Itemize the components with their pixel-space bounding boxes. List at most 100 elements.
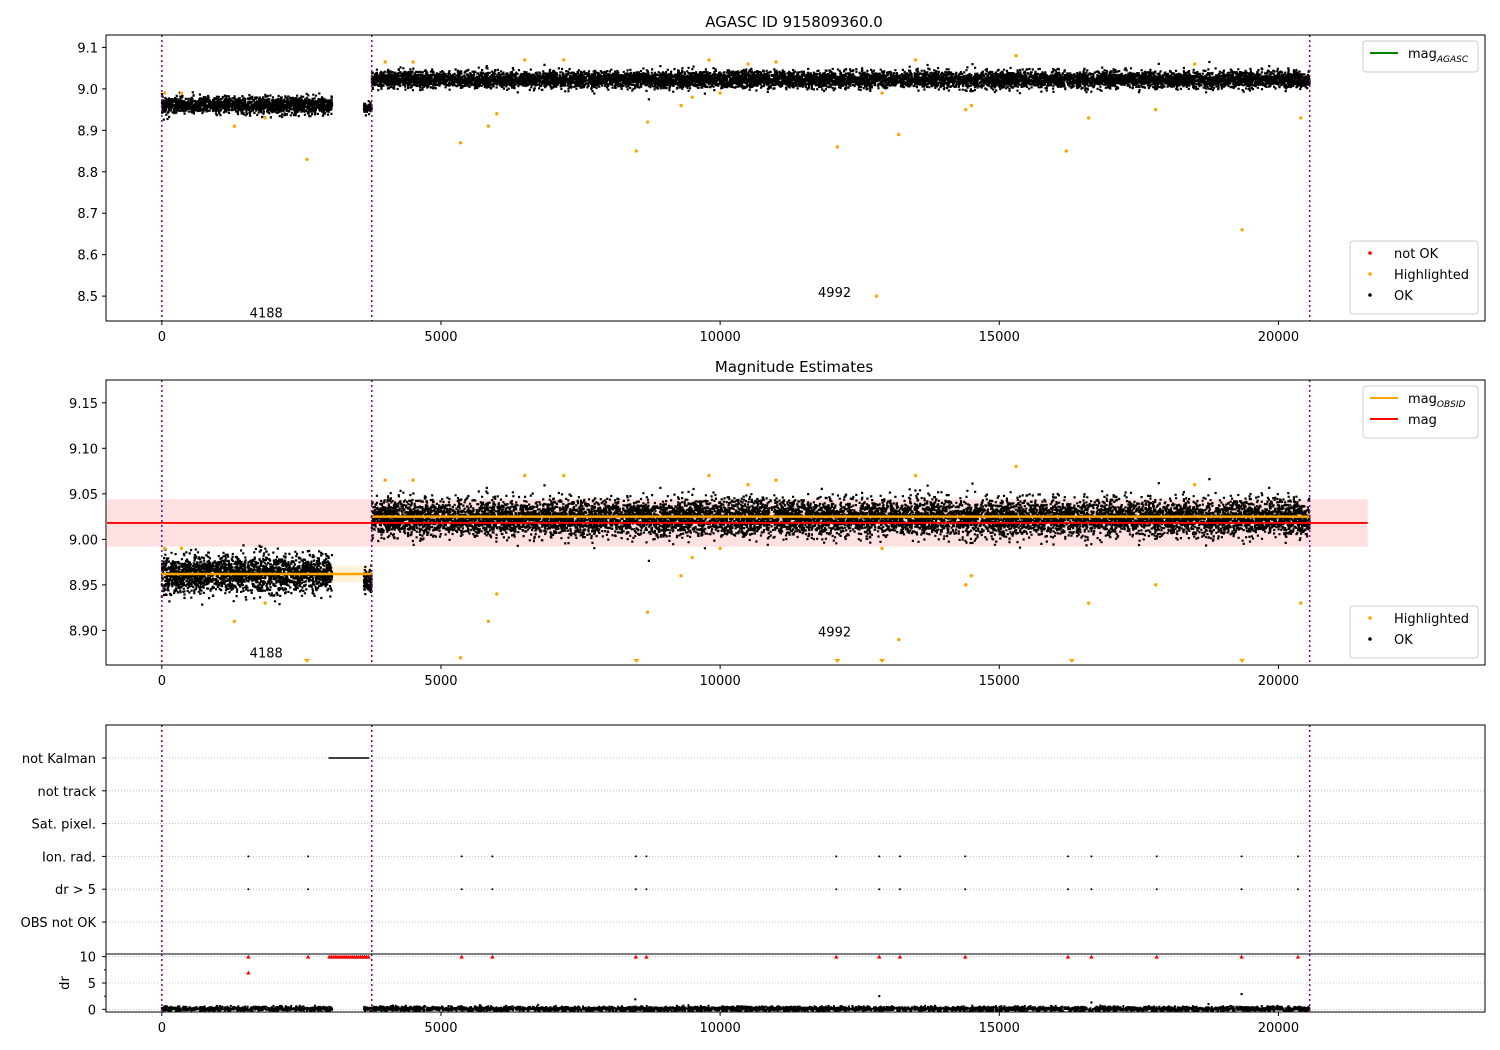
p1-highlighted-point: [707, 58, 711, 62]
p1-highlighted-point: [1299, 116, 1303, 120]
p1-ok-points: [362, 100, 373, 117]
estimates-plot-area: 4188 4992 0 5000 10000 15000 20000 8.90 8.95 9.00…: [69, 379, 1486, 689]
p1-highlighted-point: [897, 132, 901, 137]
p2-highlighted-point: [1086, 601, 1091, 605]
p4-clipped-marker: [366, 954, 371, 959]
p3-flag-point: [1066, 888, 1069, 891]
p1-ytick-label: 8.5: [77, 290, 98, 305]
p2-offscale-marker: [303, 659, 310, 663]
p4-dr-points: [363, 1003, 1311, 1013]
p1-highlighted-point: [1014, 54, 1018, 58]
agasc-plot-area: 4188 4992 0 5000 10000 15000 20000 8.5 8.6 8.7 8.8…: [77, 34, 1486, 345]
p3-row-label: Sat. pixel.: [32, 818, 96, 833]
p3-flag-point: [878, 855, 881, 858]
p2-highlighted-point: [969, 574, 974, 578]
p2-highlighted-point: [486, 619, 491, 623]
p1-highlighted-point: [305, 157, 309, 162]
p1-l1-legend-dot: [1368, 293, 1372, 297]
p1-highlighted-point: [690, 95, 694, 99]
p3-flag-point: [1240, 888, 1243, 891]
p3-flag-point: [898, 888, 901, 891]
p2-offscale-marker: [1239, 659, 1246, 663]
p1-highlighted-point: [1064, 149, 1068, 153]
p3-flag-point: [835, 888, 838, 891]
p2-ytick-label: 9.15: [69, 397, 98, 412]
p4-xtick-label: 15000: [979, 1021, 1020, 1036]
p1-highlighted-point: [913, 58, 918, 62]
p1-ytick-label: 8.8: [77, 166, 98, 181]
p2-highlighted-point: [880, 546, 884, 551]
p1-highlighted-point: [179, 91, 184, 95]
p1-highlighted-point: [634, 149, 639, 153]
p3-flag-point: [634, 888, 637, 891]
p4-dr-outlier: [1090, 1001, 1093, 1004]
magnitude-estimates-panel: 4188 4992 0 5000 10000 15000 20000 8.90 8.95 9.00…: [69, 358, 1486, 689]
p1-annotation: 4188: [250, 307, 283, 322]
p3-row-label: OBS not OK: [21, 916, 97, 931]
p1-ytick-label: 8.9: [77, 124, 98, 139]
p3-row-label: dr > 5: [55, 883, 96, 898]
p2-highlighted-point: [562, 473, 566, 478]
p4-ylabel: dr: [58, 976, 73, 990]
p2-ytick-label: 9.05: [69, 488, 98, 503]
p1-highlighted-point: [1192, 62, 1197, 66]
p2-annotation: 4188: [250, 646, 283, 661]
p1-highlighted-point: [746, 62, 750, 66]
p3-flag-point: [247, 888, 250, 891]
p1-ok-points: [370, 60, 1311, 101]
p1-highlighted-point: [162, 91, 167, 95]
p4-frame: [105, 953, 1486, 1013]
p2-ytick-label: 8.90: [69, 624, 98, 639]
p4-clipped-marker: [246, 970, 251, 975]
p3-flag-point: [247, 855, 250, 858]
p1-highlighted-point: [411, 60, 415, 64]
p3-flag-point: [964, 855, 967, 858]
p1-highlighted-point: [383, 60, 387, 64]
p2-xtick-label: 0: [158, 674, 166, 689]
p4-clipped-marker: [1089, 954, 1094, 959]
p1-l1-legend-dot: [1368, 251, 1372, 255]
p4-dr-outlier: [878, 994, 881, 998]
panel2-title: Magnitude Estimates: [715, 358, 873, 376]
p3-flag-point: [645, 888, 648, 891]
p2-xtick-label: 15000: [979, 674, 1020, 689]
p1-highlighted-point: [1240, 228, 1244, 232]
p2-frame: [105, 379, 1486, 666]
p3-flag-point: [1240, 855, 1243, 858]
p2-highlighted-point: [774, 478, 778, 482]
p1-l1-legend-label: Highlighted: [1394, 268, 1469, 283]
p1-frame: [105, 34, 1486, 322]
p1-l1-legend-dot: [1368, 272, 1372, 276]
p2-highlighted-point: [179, 546, 184, 551]
p2-highlighted-point: [411, 478, 415, 482]
p1-xtick-label: 15000: [979, 330, 1020, 345]
agasc-magnitude-panel: 4188 4992 0 5000 10000 15000 20000 8.5 8.6 8.7 8.8…: [77, 13, 1486, 345]
p2-ytick-label: 8.95: [69, 579, 98, 594]
p4-clipped-marker: [490, 954, 495, 959]
p2-highlighted-point: [523, 473, 527, 478]
p3-flag-point: [307, 855, 310, 858]
p1-highlighted-point: [495, 112, 499, 116]
p1-highlighted-point: [964, 107, 968, 112]
p4-dr-points: [160, 1004, 334, 1013]
p2-offscale-marker: [1068, 659, 1075, 663]
p4-xtick-label: 10000: [699, 1021, 740, 1036]
p1-ytick-label: 9.0: [77, 83, 98, 98]
p1-xtick-label: 20000: [1258, 330, 1299, 345]
p3-flag-point: [1066, 855, 1069, 858]
p2-xtick-label: 10000: [699, 674, 740, 689]
p1-highlighted-point: [486, 124, 491, 128]
p1-highlighted-point: [263, 116, 267, 120]
p3-row-label: Ion. rad.: [42, 850, 96, 865]
p2-highlighted-point: [718, 546, 722, 551]
p3-flag-point: [964, 888, 967, 891]
p2-highlighted-point: [162, 546, 167, 551]
p3-flag-point: [634, 855, 637, 858]
p2-ok-points: [362, 564, 373, 596]
p3-flag-point: [307, 888, 310, 891]
p1-highlighted-point: [835, 145, 840, 149]
p2-annotation: 4992: [818, 625, 851, 640]
p3-flag-point: [878, 888, 881, 891]
p1-ytick-label: 9.1: [77, 41, 98, 56]
